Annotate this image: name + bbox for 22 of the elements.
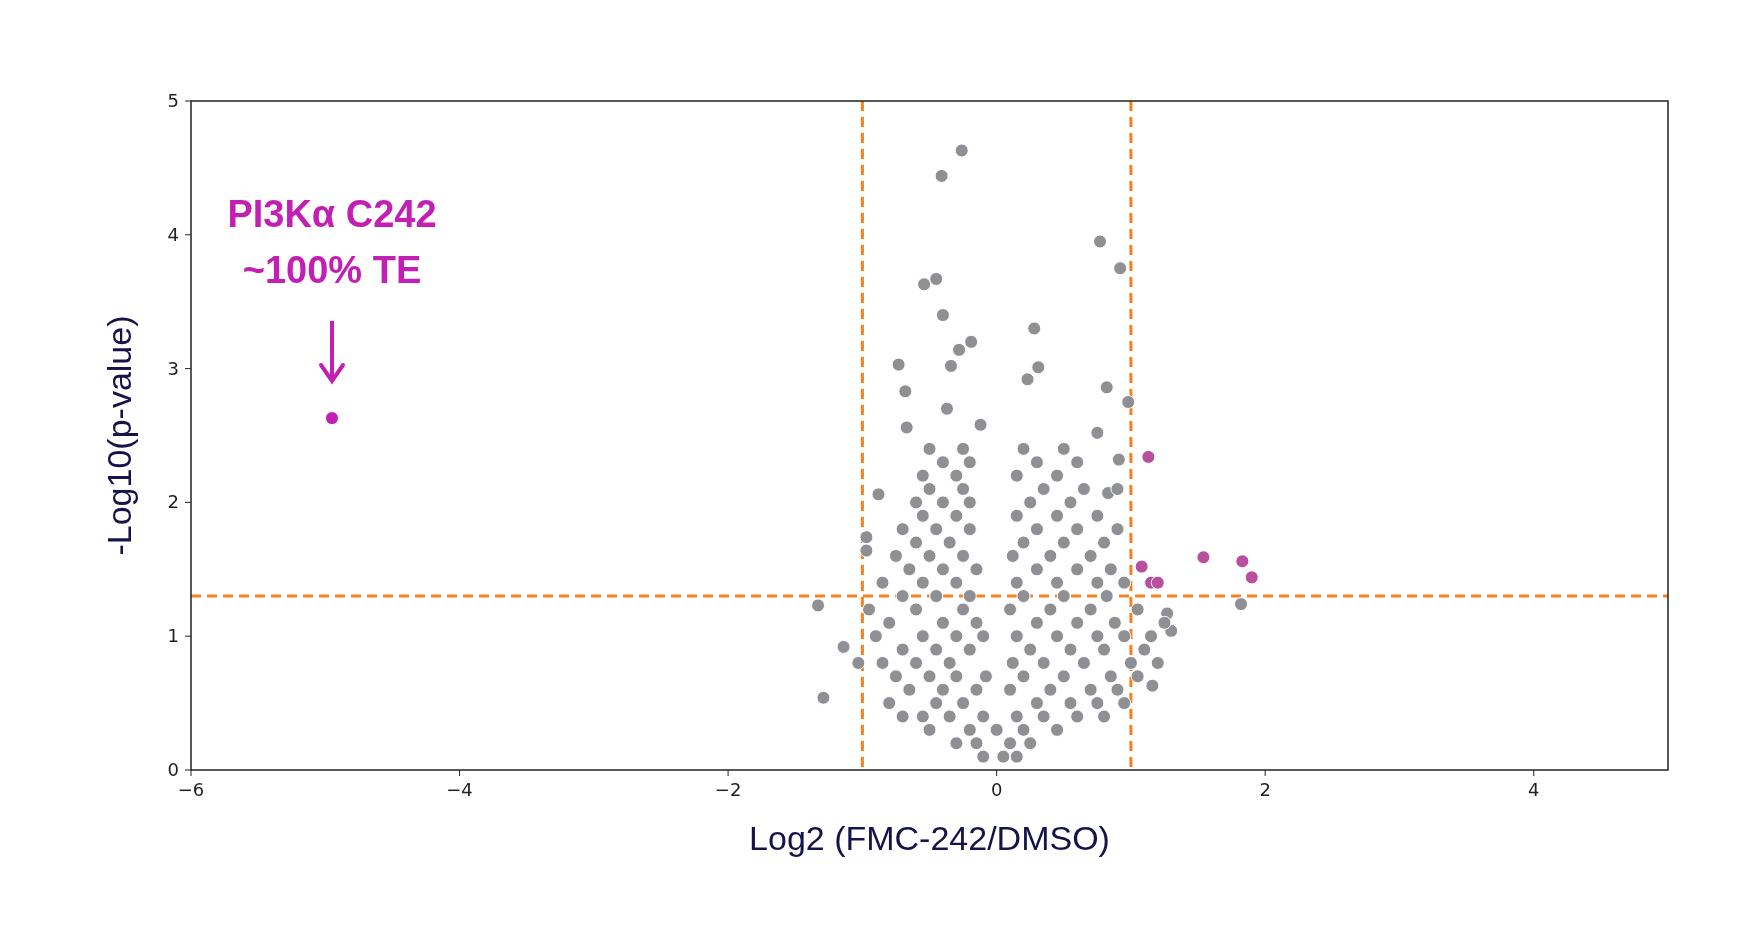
point (1150, 575, 1165, 590)
y-tick-label: 0 (167, 759, 179, 780)
point (1196, 550, 1211, 565)
x-tick-label: 4 (1528, 779, 1540, 800)
y-tick-label: 4 (167, 223, 179, 245)
point (1235, 554, 1250, 569)
y-axis-title: -Log10(p-value) (100, 315, 138, 556)
point (1141, 449, 1156, 464)
y-tick-label: 2 (167, 491, 179, 513)
x-axis-title: Log2 (FMC-242/DMSO) (749, 819, 1110, 857)
point (324, 411, 339, 426)
y-tick-label: 5 (167, 90, 179, 111)
y-tick-label: 3 (167, 357, 179, 379)
annotation: PI3Kα C242 ~100% TE (227, 193, 437, 291)
point (1244, 570, 1259, 585)
point (1134, 559, 1149, 574)
x-tick-label: −4 (446, 779, 473, 800)
x-tick-label: −6 (177, 779, 205, 800)
x-tick-label: 2 (1259, 779, 1271, 800)
x-tick-label: −2 (714, 779, 742, 800)
y-tick-label: 1 (167, 625, 179, 647)
x-tick-label: 0 (990, 779, 1003, 800)
